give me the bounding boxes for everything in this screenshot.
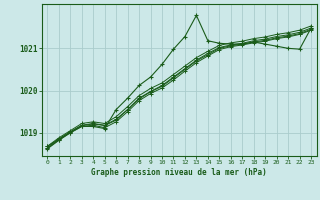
X-axis label: Graphe pression niveau de la mer (hPa): Graphe pression niveau de la mer (hPa) bbox=[91, 168, 267, 177]
